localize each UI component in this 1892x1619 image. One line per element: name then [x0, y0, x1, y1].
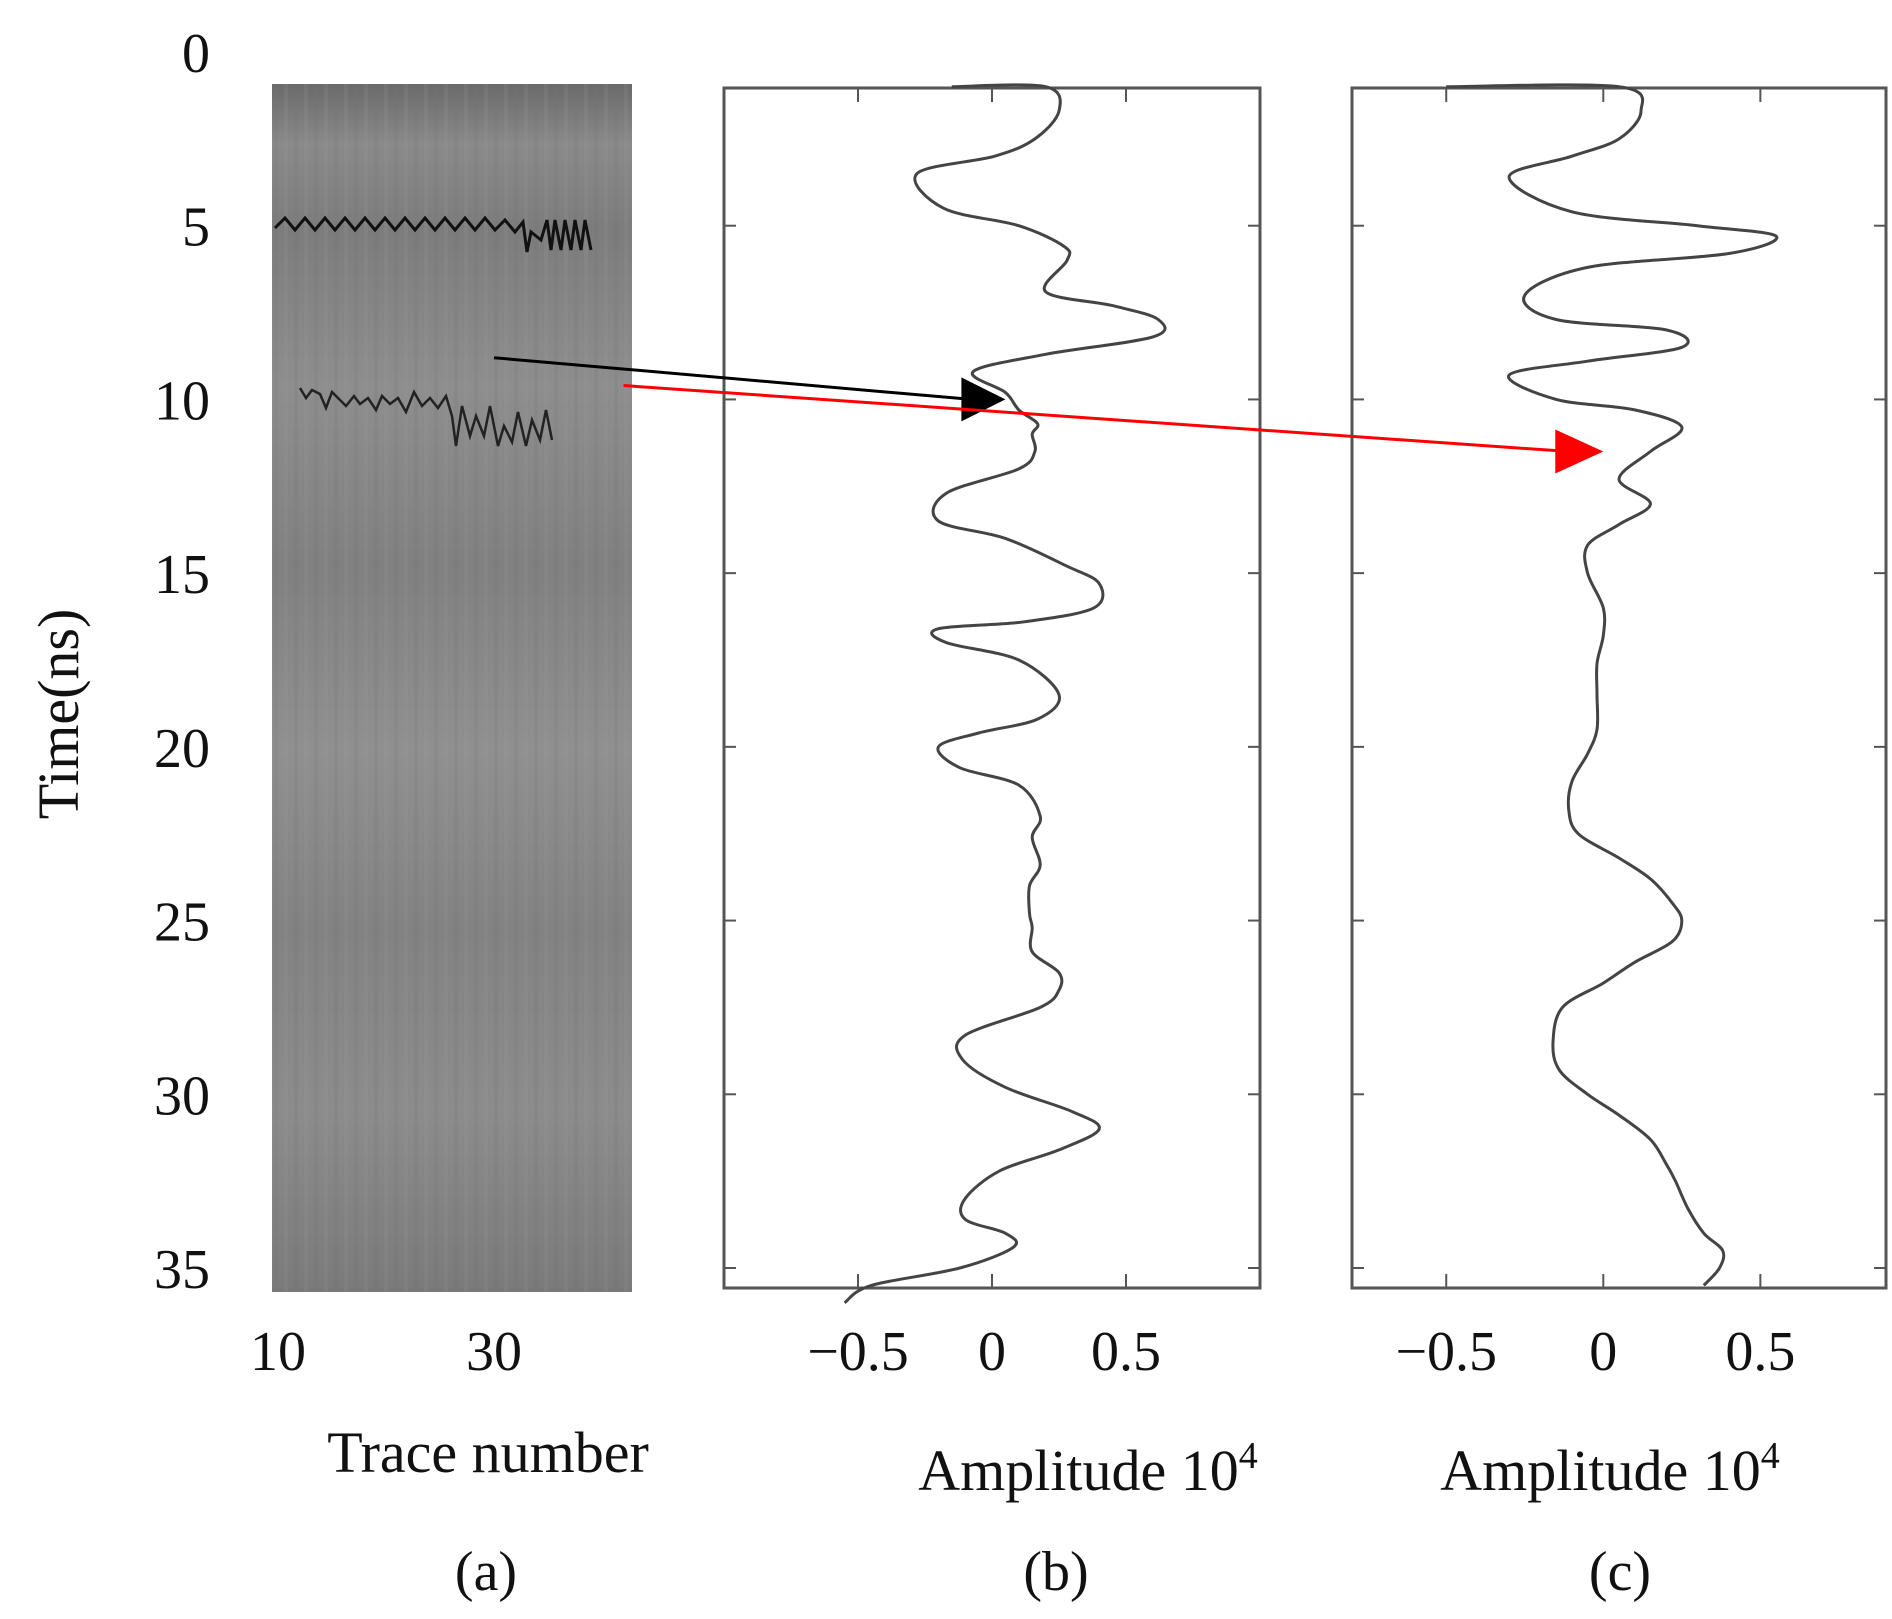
- x-tick-label-a: 30: [466, 1321, 522, 1383]
- x-axis-title-b-text: Amplitude 10: [918, 1438, 1239, 1503]
- y-tick-label: 20: [154, 718, 210, 780]
- radargram-stripe: [594, 84, 598, 1292]
- amplitude-trace-b: [843, 83, 1167, 1304]
- radargram-stripe: [344, 84, 348, 1292]
- radargram-stripe: [274, 84, 278, 1292]
- radargram-stripe: [354, 84, 358, 1292]
- radargram-stripe: [564, 84, 568, 1292]
- radargram-stripe: [384, 84, 388, 1292]
- y-tick-label: 15: [154, 544, 210, 606]
- radargram-stripe: [614, 84, 618, 1292]
- panel-label-a: (a): [455, 1541, 517, 1603]
- panel-b-frame: [722, 86, 1262, 1290]
- radargram-stripe: [394, 84, 398, 1292]
- radargram-stripe: [294, 84, 298, 1292]
- x-axis-title-b: Amplitude 104: [918, 1435, 1258, 1503]
- y-tick-label: 10: [154, 370, 210, 432]
- y-tick-label: 30: [154, 1065, 210, 1127]
- y-axis-title: Time(ns): [26, 609, 91, 820]
- radargram-stripe: [554, 84, 558, 1292]
- radargram-image: [272, 84, 632, 1292]
- radargram-stripe: [304, 84, 308, 1292]
- arrow-to-b: [493, 356, 972, 401]
- panel-c-frame: [1350, 86, 1888, 1290]
- x-axis-title-c-exponent: 4: [1761, 1435, 1780, 1477]
- radargram-stripe: [444, 84, 448, 1292]
- radargram-stripe: [364, 84, 368, 1292]
- arrows: [493, 356, 1604, 474]
- radargram-stripe: [584, 84, 588, 1292]
- panel-b: −0.5 0 0.5 Amplitude 104 (b): [722, 83, 1262, 1603]
- radargram-stripe: [524, 84, 528, 1292]
- radargram-stripe: [414, 84, 418, 1292]
- arrowhead-black: [961, 377, 1006, 422]
- x-axis-title-c: Amplitude 104: [1440, 1435, 1780, 1503]
- x-tick-label: −0.5: [1395, 1321, 1497, 1383]
- radargram-stripe: [454, 84, 458, 1292]
- radargram-stripe: [534, 84, 538, 1292]
- panel-c-ticks: −0.5 0 0.5: [1352, 88, 1886, 1383]
- radargram-stripe: [494, 84, 498, 1292]
- radargram-stripe: [464, 84, 468, 1292]
- y-tick-label: 25: [154, 892, 210, 954]
- x-axis-title-c-text: Amplitude 10: [1440, 1438, 1761, 1503]
- radargram-stripe: [514, 84, 518, 1292]
- panel-a: 0 5 10 15 20 25 30 35 10 30 Trace number Time(ns)…: [26, 23, 649, 1603]
- panel-a-ticks: 0 5 10 15 20 25 30 35 10 30: [154, 23, 522, 1383]
- radargram-stripe: [504, 84, 508, 1292]
- x-tick-label: 0.5: [1091, 1321, 1161, 1383]
- radargram-stripe: [474, 84, 478, 1292]
- radargram-reflection-upper: [273, 215, 593, 253]
- panel-b-ticks: −0.5 0 0.5: [724, 88, 1260, 1383]
- amplitude-trace-c: [1446, 83, 1779, 1287]
- radargram-stripe: [284, 84, 288, 1292]
- radargram-stripe: [484, 84, 488, 1292]
- radargram-stripe: [424, 84, 428, 1292]
- radargram-reflection-lower: [298, 387, 554, 447]
- y-tick-label: 0: [182, 23, 210, 85]
- panel-label-c: (c): [1589, 1541, 1651, 1603]
- radargram-stripe: [334, 84, 338, 1292]
- panel-label-b: (b): [1023, 1541, 1088, 1603]
- x-tick-label: 0: [1589, 1321, 1617, 1383]
- radargram-stripe: [404, 84, 408, 1292]
- radargram-stripe: [574, 84, 578, 1292]
- radargram-stripe: [314, 84, 318, 1292]
- x-tick-label: −0.5: [807, 1321, 909, 1383]
- radargram-stripe: [604, 84, 608, 1292]
- radargram-stripe: [434, 84, 438, 1292]
- radargram-stripe: [374, 84, 378, 1292]
- radargram-stripe: [324, 84, 328, 1292]
- panel-c: −0.5 0 0.5 Amplitude 104 (c): [1350, 83, 1888, 1603]
- arrowhead-red: [1555, 429, 1604, 474]
- radargram-stripe: [624, 84, 628, 1292]
- y-tick-label: 5: [182, 197, 210, 259]
- x-tick-label: 0.5: [1725, 1321, 1795, 1383]
- x-tick-label-a: 10: [250, 1321, 306, 1383]
- x-axis-title-a: Trace number: [327, 1420, 649, 1485]
- radargram-stripe: [544, 84, 548, 1292]
- y-tick-label: 35: [154, 1239, 210, 1301]
- x-tick-label: 0: [978, 1321, 1006, 1383]
- x-axis-title-b-exponent: 4: [1239, 1435, 1258, 1477]
- radargram-texture: [274, 84, 628, 1292]
- arrow-to-c: [623, 384, 1570, 454]
